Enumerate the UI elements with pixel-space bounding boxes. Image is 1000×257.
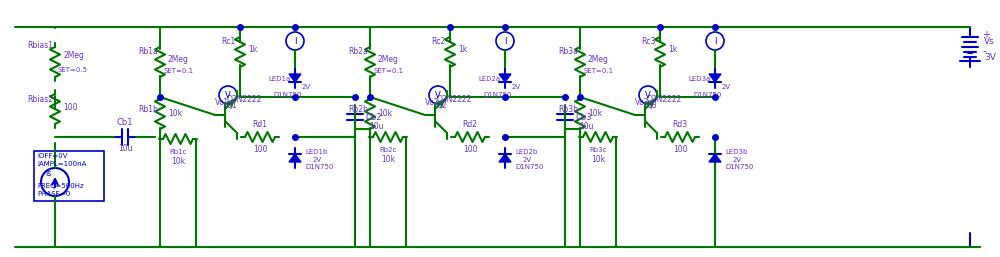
Text: Vc3: Vc3 (635, 98, 649, 107)
Text: V: V (645, 90, 651, 99)
Text: FREQ=500Hz: FREQ=500Hz (37, 183, 84, 189)
Text: Rb3c: Rb3c (589, 147, 607, 153)
Text: D1N750: D1N750 (725, 164, 753, 170)
Text: Vc2: Vc2 (425, 98, 439, 107)
Text: 3V: 3V (984, 52, 996, 61)
Text: Cb2: Cb2 (365, 113, 382, 122)
Text: 10k: 10k (378, 109, 392, 118)
Text: 2V: 2V (512, 84, 521, 90)
Text: Rd1: Rd1 (252, 120, 268, 129)
Text: 10k: 10k (381, 155, 395, 164)
Polygon shape (499, 74, 511, 82)
Text: 100: 100 (463, 145, 477, 154)
Text: PHASE=0: PHASE=0 (37, 191, 70, 197)
Text: 10k: 10k (588, 109, 602, 118)
Text: LED2b: LED2b (515, 149, 537, 155)
Text: 2V: 2V (313, 157, 322, 163)
Text: SET=0.1: SET=0.1 (584, 68, 614, 74)
Text: Rc1: Rc1 (222, 38, 236, 47)
Text: Q2N2222: Q2N2222 (227, 95, 262, 104)
Text: 10k: 10k (168, 109, 182, 118)
Text: D1N750: D1N750 (305, 164, 333, 170)
Text: 2V: 2V (302, 84, 311, 90)
Polygon shape (499, 154, 511, 162)
Text: I: I (294, 36, 296, 45)
Text: D1N750: D1N750 (483, 92, 511, 98)
Text: LED1b: LED1b (305, 149, 327, 155)
Polygon shape (289, 154, 301, 162)
Text: 2V: 2V (523, 157, 532, 163)
Text: Q3: Q3 (647, 101, 658, 110)
Text: SET=0.1: SET=0.1 (374, 68, 404, 74)
Text: 100: 100 (63, 103, 78, 112)
Text: Rb1a: Rb1a (138, 48, 158, 57)
Text: Rb2c: Rb2c (379, 147, 397, 153)
Text: 1k: 1k (248, 45, 257, 54)
Text: Vc1: Vc1 (215, 98, 229, 107)
Text: IOFF=0V: IOFF=0V (37, 153, 68, 159)
Text: 100: 100 (673, 145, 687, 154)
Text: I: I (714, 36, 716, 45)
Text: Rbias1: Rbias1 (27, 41, 53, 50)
Text: D1N750: D1N750 (273, 92, 301, 98)
Text: 1k: 1k (668, 45, 677, 54)
Polygon shape (709, 74, 721, 82)
Text: LED3a: LED3a (688, 76, 710, 82)
Text: Q2: Q2 (437, 101, 448, 110)
Text: 2V: 2V (733, 157, 742, 163)
Text: Rb2b: Rb2b (348, 105, 368, 114)
Text: LED3b: LED3b (725, 149, 747, 155)
Text: Rb1b: Rb1b (138, 105, 158, 114)
Text: Rb2a: Rb2a (348, 48, 368, 57)
Text: Rb1c: Rb1c (169, 149, 187, 155)
Text: D1N750: D1N750 (693, 92, 721, 98)
Text: 2Meg: 2Meg (378, 56, 399, 65)
Text: Rb3a: Rb3a (558, 48, 578, 57)
Text: SET=0.5: SET=0.5 (57, 67, 87, 73)
Text: Rd3: Rd3 (672, 120, 688, 129)
Text: 10k: 10k (591, 155, 605, 164)
Text: Q1: Q1 (227, 101, 238, 110)
Text: LED2a: LED2a (478, 76, 500, 82)
Text: 1k: 1k (458, 45, 467, 54)
Text: Q2N2222: Q2N2222 (437, 95, 472, 104)
Text: I: I (504, 36, 506, 45)
Text: Q2N2222: Q2N2222 (647, 95, 682, 104)
Text: +: + (982, 30, 990, 40)
Text: SET=0.1: SET=0.1 (164, 68, 194, 74)
Text: Rbias2: Rbias2 (27, 95, 53, 104)
Text: 10u: 10u (118, 144, 132, 153)
Text: LED1a: LED1a (268, 76, 290, 82)
Text: Is: Is (45, 169, 51, 178)
Text: Rc3: Rc3 (642, 38, 656, 47)
Text: 10k: 10k (171, 157, 185, 166)
Text: 10u: 10u (369, 122, 384, 131)
Polygon shape (709, 154, 721, 162)
Text: 2Meg: 2Meg (168, 56, 189, 65)
Text: Rb3b: Rb3b (558, 105, 578, 114)
Text: 2Meg: 2Meg (588, 56, 609, 65)
Text: 2Meg: 2Meg (63, 51, 84, 60)
Text: 100: 100 (253, 145, 267, 154)
Text: Rc2: Rc2 (432, 38, 446, 47)
Text: Cb3: Cb3 (575, 113, 592, 122)
Text: -: - (982, 46, 986, 56)
Text: 2V: 2V (722, 84, 731, 90)
Polygon shape (289, 74, 301, 82)
Text: D1N750: D1N750 (515, 164, 543, 170)
Text: V: V (435, 90, 441, 99)
Text: 10u: 10u (579, 122, 594, 131)
Text: IAMPL=100nA: IAMPL=100nA (37, 161, 86, 167)
Text: V: V (225, 90, 231, 99)
Text: Cb1: Cb1 (117, 118, 133, 127)
Text: Vs: Vs (984, 36, 995, 45)
Text: Rd2: Rd2 (462, 120, 478, 129)
